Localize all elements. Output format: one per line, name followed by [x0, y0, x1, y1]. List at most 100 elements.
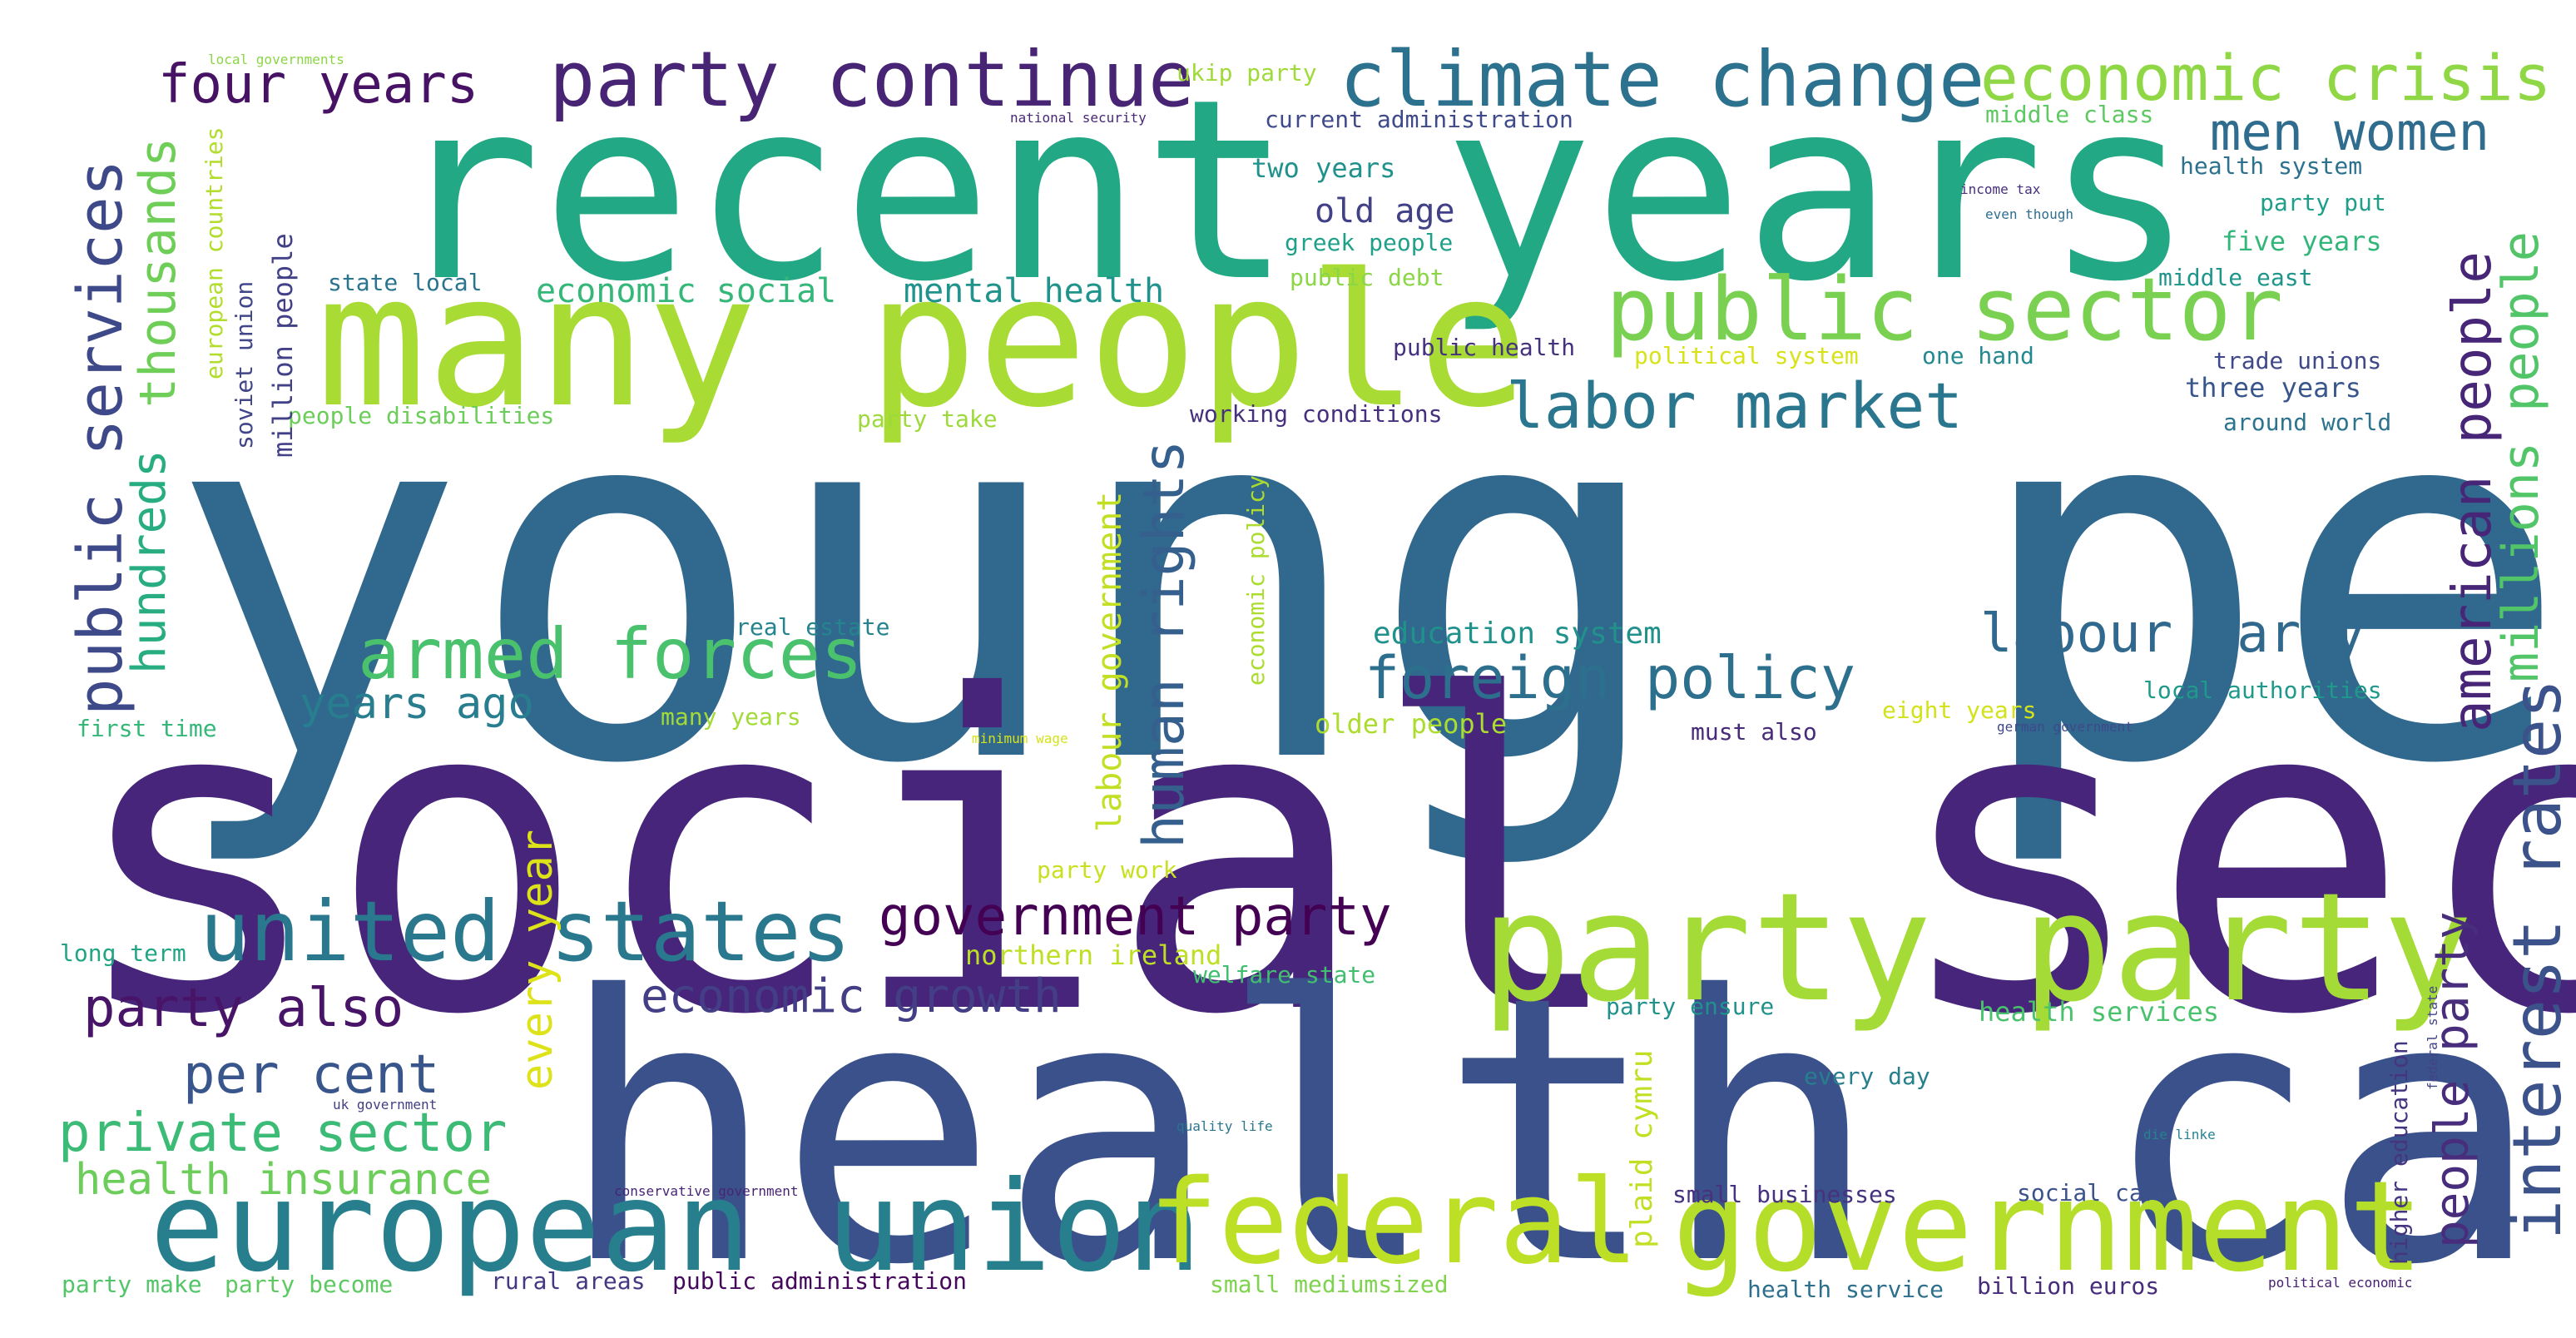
cloud-word: economic social: [536, 272, 837, 310]
cloud-word: party become: [225, 1271, 394, 1298]
cloud-word: northern ireland: [965, 939, 1222, 971]
cloud-word: health care: [557, 919, 2576, 1338]
cloud-word: public sector: [1606, 259, 2283, 360]
word-cloud: young peoplesocial securityhealth carere…: [58, 35, 2576, 1315]
cloud-word: labour party: [1980, 603, 2365, 665]
cloud-word: national security: [1010, 110, 1147, 126]
cloud-word: hundreds: [122, 449, 176, 674]
cloud-word: people disabilities: [288, 402, 555, 429]
cloud-word: party take: [857, 405, 998, 433]
cloud-word: political system: [1634, 342, 1859, 369]
cloud-word: recent years: [391, 46, 2195, 336]
cloud-word: current administration: [1265, 106, 1573, 133]
cloud-word: government party: [879, 886, 1392, 948]
cloud-word: millions people: [2492, 231, 2550, 682]
cloud-word: first time: [77, 715, 217, 742]
cloud-word: human rights: [1132, 439, 1197, 849]
cloud-word: united states: [200, 883, 851, 980]
cloud-word: one hand: [1922, 342, 2034, 369]
cloud-word: health insurance: [75, 1155, 492, 1205]
cloud-word: quality life: [1177, 1118, 1273, 1134]
cloud-word: years ago: [300, 679, 534, 729]
cloud-word: long term: [60, 939, 186, 967]
cloud-word: eight years: [1882, 696, 2037, 724]
cloud-word: private sector: [58, 1103, 508, 1164]
cloud-word: four years: [158, 54, 479, 116]
cloud-word: climate change: [1340, 35, 1985, 124]
cloud-word: federal state: [2425, 985, 2440, 1090]
cloud-word: per cent: [183, 1044, 440, 1106]
cloud-word: many years: [661, 703, 801, 731]
cloud-word: income tax: [1960, 181, 2041, 197]
cloud-word: german government: [1997, 719, 2133, 735]
cloud-word: public debt: [1290, 264, 1444, 291]
cloud-word: real estate: [736, 613, 890, 641]
cloud-word: working conditions: [1190, 400, 1443, 428]
cloud-word: ukip party: [1177, 59, 1317, 87]
cloud-word: thousands: [129, 136, 187, 408]
cloud-word: party party: [1481, 861, 2474, 1035]
cloud-word: state local: [328, 269, 483, 296]
cloud-word: health service: [1747, 1276, 1944, 1303]
cloud-word: higher education: [2385, 1040, 2413, 1265]
cloud-word: interest rates: [2499, 678, 2576, 1240]
cloud-word: million people: [267, 233, 299, 458]
cloud-word: armed forces: [358, 613, 863, 695]
cloud-word: small businesses: [1672, 1181, 1897, 1208]
cloud-word: european countries: [201, 126, 228, 379]
cloud-word: must also: [1691, 718, 1817, 746]
cloud-word: political economic: [2268, 1275, 2413, 1291]
cloud-word: many people: [316, 235, 1528, 448]
cloud-word: welfare state: [1193, 961, 1376, 989]
cloud-word: party work: [1037, 856, 1177, 884]
cloud-word: small mediumsized: [1210, 1271, 1449, 1298]
cloud-word: soviet union: [230, 280, 258, 449]
cloud-word: conservative government: [614, 1183, 799, 1199]
cloud-word: around world: [2223, 409, 2392, 436]
cloud-word: three years: [2185, 372, 2361, 404]
cloud-word: foreign policy: [1365, 644, 1856, 712]
cloud-word: local authorities: [2143, 676, 2382, 704]
cloud-word: mental health: [904, 272, 1165, 310]
cloud-word: social care: [2017, 1179, 2172, 1207]
cloud-word: middle class: [1985, 101, 2154, 128]
cloud-word: middle east: [2158, 264, 2313, 291]
cloud-word: greek people: [1285, 229, 1454, 256]
cloud-word: five years: [2222, 225, 2382, 257]
cloud-word: party put: [2260, 189, 2386, 216]
cloud-word: old age: [1315, 192, 1455, 230]
cloud-word: public administration: [672, 1267, 968, 1295]
cloud-word: social security: [67, 605, 2576, 1109]
cloud-word: every day: [1804, 1063, 1930, 1090]
cloud-word: two years: [1251, 152, 1396, 184]
cloud-word: government: [1672, 1155, 2425, 1300]
cloud-word: labour government: [1091, 491, 1129, 832]
cloud-word: die linke: [2143, 1127, 2216, 1142]
cloud-word: party also: [83, 978, 404, 1039]
cloud-word: party ensure: [1606, 993, 1775, 1020]
cloud-word: public health: [1393, 334, 1576, 361]
cloud-word: billion euros: [1977, 1272, 2160, 1300]
cloud-word: party continue: [549, 35, 1195, 124]
cloud-word: men women: [2210, 102, 2489, 162]
cloud-word: european union: [150, 1155, 1202, 1300]
cloud-word: local governments: [208, 52, 344, 67]
cloud-word: party make: [62, 1271, 202, 1298]
cloud-word: federal: [1148, 1155, 1640, 1291]
cloud-word: education system: [1373, 617, 1662, 651]
cloud-word: economic policy: [1242, 475, 1270, 686]
cloud-word: health system: [2180, 152, 2363, 180]
cloud-word: every year: [513, 829, 562, 1090]
cloud-word: labor market: [1506, 369, 1964, 443]
cloud-word: health services: [1979, 996, 2219, 1028]
cloud-word: young people: [166, 291, 2576, 873]
cloud-word: trade unions: [2213, 347, 2382, 374]
cloud-word: economic crisis: [1980, 41, 2552, 115]
cloud-word: rural areas: [491, 1267, 646, 1295]
cloud-word: minimum wage: [972, 731, 1068, 746]
cloud-word: older people: [1315, 708, 1508, 740]
cloud-word: uk government: [333, 1097, 438, 1113]
cloud-word: plaid cymru: [1625, 1049, 1659, 1248]
cloud-word: economic growth: [641, 969, 1062, 1023]
